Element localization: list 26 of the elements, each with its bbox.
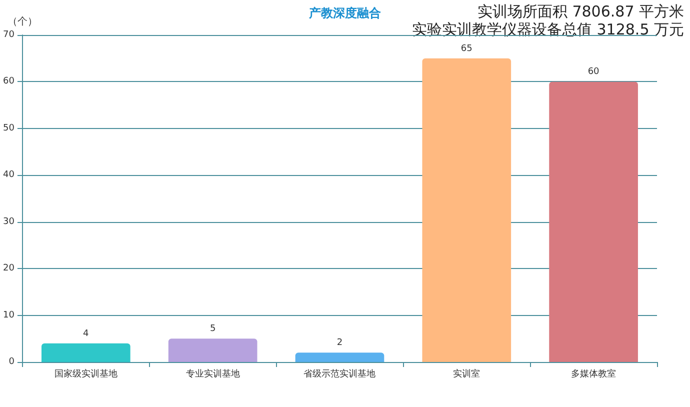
bar [295,352,384,362]
bar [422,58,512,362]
data-label: 4 [83,328,90,339]
y-axis-title: （个） [7,16,38,28]
bar [549,82,638,362]
y-tick-label: 60 [3,76,15,87]
data-label: 60 [588,67,600,78]
bar [41,343,130,362]
x-tick-label: 专业实训基地 [186,368,240,380]
chart-title: 产教深度融合 [308,6,382,20]
x-tick-label: 多媒体教室 [571,368,616,380]
y-tick-label: 20 [3,264,15,274]
text: 实训场所面积 7806.87 平方米 [477,2,684,20]
x-tick-label: 国家级实训基地 [54,368,118,380]
y-tick-label: 30 [3,216,15,227]
y-tick-label: 50 [3,123,15,134]
bar [168,338,258,362]
data-label: 2 [336,338,343,348]
x-tick-label: 实训室 [453,368,480,380]
y-tick-label: 0 [8,357,15,367]
y-tick-label: 70 [3,30,15,40]
data-label: 5 [210,324,216,334]
data-label: 65 [460,44,472,54]
y-tick-label: 40 [3,170,15,180]
x-tick-label: 省级示范实训基地 [304,368,376,380]
y-tick-label: 10 [3,310,15,320]
